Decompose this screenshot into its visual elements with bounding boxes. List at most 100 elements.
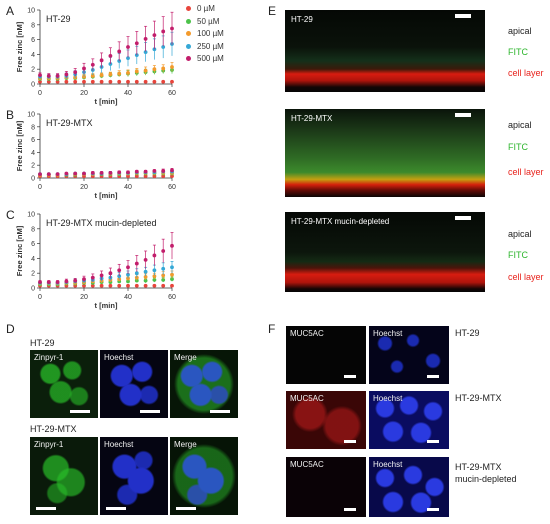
data-point xyxy=(73,278,78,283)
data-point xyxy=(46,73,51,78)
x-axis-label: t [min] xyxy=(95,301,118,310)
data-point xyxy=(152,277,157,282)
data-point xyxy=(126,265,130,270)
legend-entry: 0 µM xyxy=(186,3,224,16)
data-point xyxy=(161,66,166,71)
data-point xyxy=(143,257,148,262)
data-point xyxy=(55,79,60,84)
data-point xyxy=(117,170,122,175)
y-tick-label: 0 xyxy=(31,82,35,89)
label-cell-layer-1: cell layer xyxy=(508,68,544,78)
label-merge: Merge xyxy=(174,440,197,449)
data-point xyxy=(161,169,166,173)
legend-list: 0 µM 50 µM 100 µM 250 µM 500 µM xyxy=(186,3,224,66)
label-apical-2: apical xyxy=(508,120,532,130)
legend: 0 µM 50 µM 100 µM 250 µM 500 µM xyxy=(186,3,224,66)
image-d-mtx-merge: Merge xyxy=(170,437,238,515)
x-tick-label: 20 xyxy=(80,294,88,301)
data-point xyxy=(143,36,148,41)
scale-bar xyxy=(427,440,439,443)
data-point xyxy=(64,279,69,284)
label-zinpyr: Zinpyr-1 xyxy=(34,353,64,362)
data-point xyxy=(143,68,148,73)
scale-bar xyxy=(455,216,471,220)
data-point xyxy=(152,67,157,72)
f-row-label-mucin-depleted: HT-29-MTX mucin-depleted xyxy=(455,462,517,484)
image-d-ht29-hoechst: Hoechst xyxy=(100,350,168,418)
scale-bar xyxy=(70,410,90,413)
data-point xyxy=(170,243,174,248)
label-hoechst: Hoechst xyxy=(104,440,134,449)
legend-marker xyxy=(186,43,191,49)
data-point xyxy=(82,79,86,84)
xsec-title-ht29: HT-29 xyxy=(291,15,313,24)
data-point xyxy=(134,79,139,84)
scale-bar xyxy=(344,440,356,443)
data-point xyxy=(134,278,139,283)
panel-letter-f: F xyxy=(268,322,276,336)
y-tick-label: 4 xyxy=(31,256,35,263)
data-point xyxy=(152,283,157,288)
x-tick-label: 60 xyxy=(168,184,176,191)
label-hoechst: Hoechst xyxy=(373,394,403,403)
y-tick-label: 0 xyxy=(31,286,35,293)
data-point xyxy=(161,79,166,84)
y-axis-label: Free zinc [nM] xyxy=(15,21,24,72)
x-tick-label: 60 xyxy=(168,90,176,97)
scale-bar xyxy=(427,508,439,511)
y-tick-label: 10 xyxy=(27,112,35,119)
scale-bar xyxy=(455,113,471,117)
data-point xyxy=(90,73,95,78)
legend-entry: 250 µM xyxy=(186,41,224,54)
image-d-mtx-hoechst: Hoechst xyxy=(100,437,168,515)
data-point xyxy=(126,276,130,281)
data-point xyxy=(126,170,130,175)
image-e-ht29: HT-29 xyxy=(285,10,485,92)
data-point xyxy=(82,66,86,71)
data-point xyxy=(152,268,157,273)
data-point xyxy=(152,253,157,258)
label-cell-layer-3: cell layer xyxy=(508,272,544,282)
data-point xyxy=(38,79,42,84)
label-muc5ac: MUC5AC xyxy=(290,460,324,469)
label-merge: Merge xyxy=(174,353,197,362)
data-point xyxy=(108,53,113,58)
scale-bar xyxy=(140,410,160,413)
y-tick-label: 0 xyxy=(31,176,35,183)
legend-entry: 500 µM xyxy=(186,53,224,66)
data-point xyxy=(82,283,86,288)
data-point xyxy=(143,79,148,84)
data-point xyxy=(152,33,157,38)
data-point xyxy=(126,71,130,75)
legend-label: 500 µM xyxy=(197,54,224,63)
data-point xyxy=(152,79,157,84)
data-point xyxy=(170,283,174,288)
image-d-ht29-merge: Merge xyxy=(170,350,238,418)
y-tick-label: 6 xyxy=(31,241,35,248)
data-point xyxy=(117,71,122,76)
data-point xyxy=(117,283,122,288)
data-point xyxy=(170,277,174,282)
x-tick-label: 40 xyxy=(124,90,132,97)
y-tick-label: 2 xyxy=(31,163,35,170)
data-point xyxy=(38,172,42,177)
data-point xyxy=(46,280,51,284)
x-axis-label: t [min] xyxy=(95,191,118,200)
data-point xyxy=(82,171,86,176)
legend-label: 100 µM xyxy=(197,29,224,38)
y-tick-label: 4 xyxy=(31,150,35,157)
panel-letter-d: D xyxy=(6,322,15,336)
data-point xyxy=(143,283,148,288)
data-point xyxy=(126,279,130,284)
data-point xyxy=(90,62,95,67)
scale-bar xyxy=(344,375,356,378)
data-point xyxy=(46,172,51,177)
data-point xyxy=(161,45,166,49)
panel-letter-c: C xyxy=(6,208,15,222)
chart-a: 0 2 4 6 8 10 0 20 40 60 t [min] Free zinc [nM] HT-29 xyxy=(15,8,176,107)
image-f-mtx-muc5ac: MUC5AC xyxy=(286,391,366,449)
label-hoechst: Hoechst xyxy=(373,460,403,469)
data-point xyxy=(170,79,174,84)
label-fitc-1: FITC xyxy=(508,47,528,57)
f-row-label-ht29: HT-29 xyxy=(455,328,480,338)
